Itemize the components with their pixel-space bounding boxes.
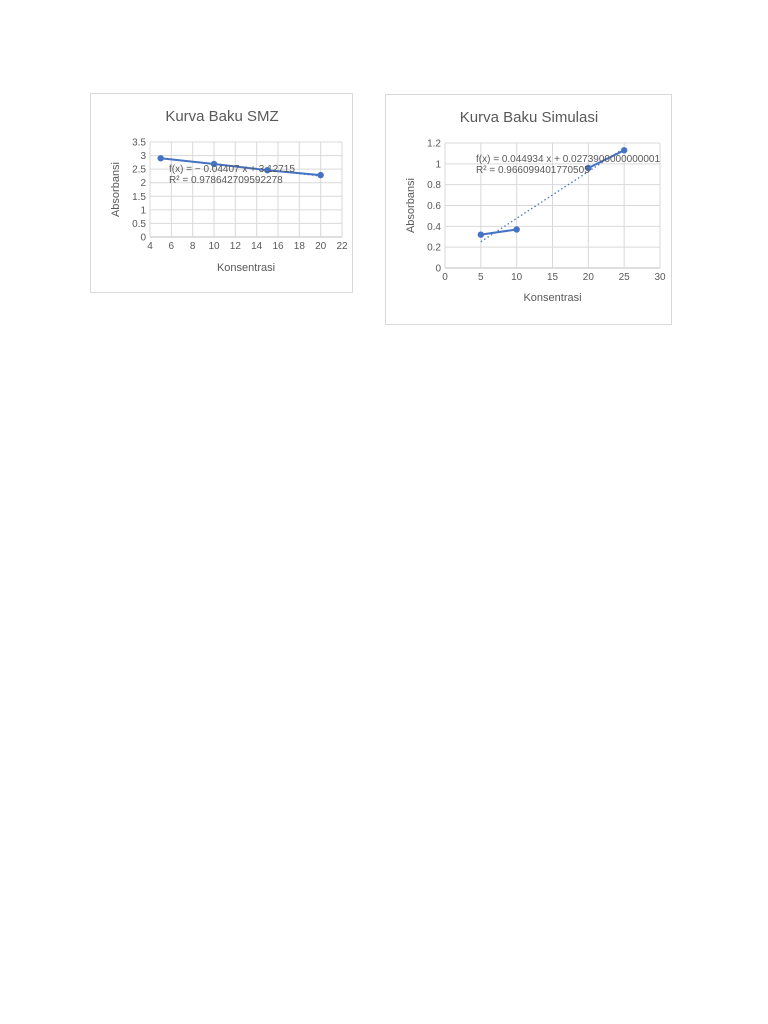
chart-kurva-baku-smz: Kurva Baku SMZ 0 0.5 1 1.5 2 2.5 3 3.5 4 6 8 10 12 14 1… [90,93,353,293]
x-tick-label: 10 [511,272,523,283]
chart-svg-simulasi: Kurva Baku Simulasi 0 0.2 0.4 0.6 0.8 1 1.2 0 5 10… [405,109,666,304]
x-tick-label: 15 [547,272,559,283]
series-line [587,149,625,169]
y-tick-label: 0.5 [132,219,146,230]
y-tick-label: 2.5 [132,165,146,176]
x-tick-label: 14 [251,241,263,252]
x-tick-label: 25 [619,272,631,283]
x-tick-label: 8 [190,241,196,252]
y-tick-label: 1.2 [427,139,441,150]
data-point [620,147,628,154]
chart-title: Kurva Baku SMZ [165,108,278,125]
data-point [210,160,218,168]
y-tick-label: 1 [435,159,441,170]
trendline-equation: f(x) = 0.044934 x + 0.0273900000000001 [476,154,660,165]
x-axis-label: Konsentrasi [523,292,581,304]
data-point [317,171,324,179]
chart-svg-smz: Kurva Baku SMZ 0 0.5 1 1.5 2 2.5 3 3.5 4 6 8 10 12 14 1… [110,108,348,274]
x-tick-label: 10 [208,241,220,252]
chart-title: Kurva Baku Simulasi [460,109,598,126]
series-line [160,157,321,177]
data-point [513,226,520,233]
x-tick-label: 5 [478,272,484,283]
y-axis-label: Absorbansi [405,178,417,233]
y-axis-label: Absorbansi [110,162,122,217]
y-tick-label: 3.5 [132,138,146,149]
x-tick-label: 0 [442,272,448,283]
x-tick-label: 20 [583,272,595,283]
data-point [264,167,271,174]
y-tick-label: 0.4 [427,222,441,233]
y-tick-label: 0 [435,264,441,275]
trendline-r-squared: R² = 0.966099401770505 [476,165,590,176]
x-tick-label: 20 [315,241,327,252]
x-tick-label: 30 [654,272,666,283]
y-tick-label: 0.8 [427,180,441,191]
trendline [480,147,625,243]
x-tick-label: 18 [294,241,306,252]
y-tick-label: 1 [140,205,146,216]
x-tick-label: 6 [169,241,175,252]
y-tick-label: 0 [140,233,146,244]
chart-kurva-baku-simulasi: Kurva Baku Simulasi 0 0.2 0.4 0.6 0.8 1 1.2 0 5 10… [385,94,672,325]
y-tick-label: 0.2 [427,243,441,254]
x-tick-label: 4 [147,241,153,252]
data-point [585,164,592,172]
x-tick-label: 16 [272,241,284,252]
trendline-r-squared: R² = 0.978642709592278 [169,175,283,186]
y-tick-label: 0.6 [427,201,441,212]
series-line [480,228,517,236]
y-tick-label: 1.5 [132,192,146,203]
x-axis-label: Konsentrasi [217,262,275,274]
data-point [157,155,164,162]
y-tick-label: 3 [140,151,146,162]
trendline-equation: f(x) = − 0.04407 x + 3.12715 [169,164,295,175]
y-tick-label: 2 [140,178,146,189]
x-tick-label: 12 [230,241,242,252]
data-point [477,231,485,238]
x-tick-label: 22 [336,241,348,252]
